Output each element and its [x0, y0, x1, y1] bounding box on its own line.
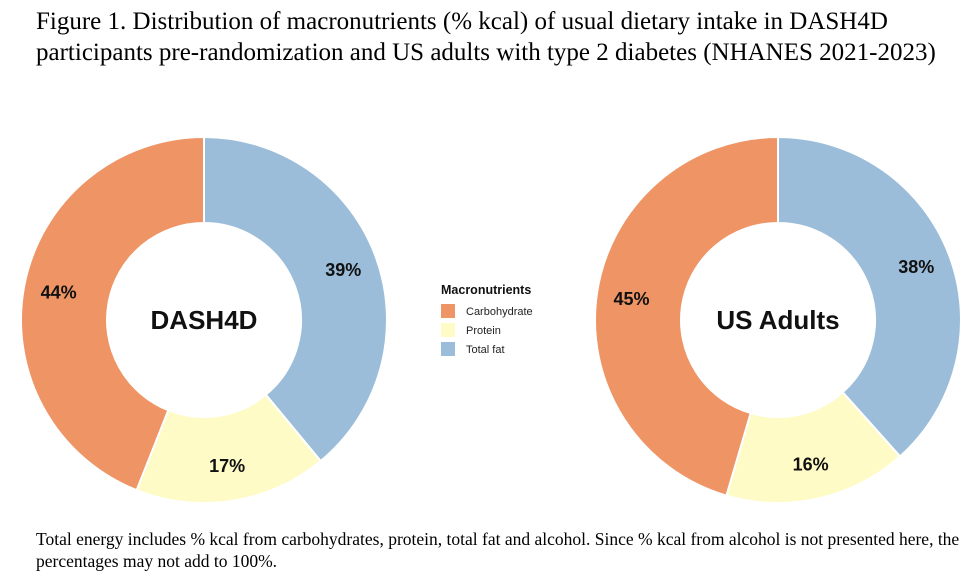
slice-carbohydrate — [594, 135, 779, 497]
donut-chart-dash4d: 39% 17% 44% DASH4D — [20, 135, 388, 504]
donut-charts: 39% 17% 44% DASH4D 38% 16% 45% US Adults Macro… — [20, 135, 962, 504]
legend-swatch-carbohydrate — [441, 304, 455, 318]
donut-center-label: DASH4D — [151, 305, 258, 335]
donut-center-label: US Adults — [716, 305, 839, 335]
slice-protein — [135, 393, 323, 504]
slice-label-protein: 16% — [793, 454, 829, 474]
slice-total-fat — [777, 135, 962, 458]
legend: Macronutrients Carbohydrate Protein Tota… — [441, 283, 533, 356]
slice-total-fat — [203, 135, 388, 463]
slice-label-carbohydrate: 44% — [41, 282, 77, 302]
slice-label-total-fat: 38% — [898, 257, 934, 277]
legend-label-carbohydrate: Carbohydrate — [466, 306, 533, 318]
slice-label-protein: 17% — [209, 456, 245, 476]
figure-title: Figure 1. Distribution of macronutrients… — [36, 8, 936, 66]
slice-carbohydrate — [20, 135, 205, 492]
legend-swatch-total-fat — [441, 342, 455, 356]
legend-label-protein: Protein — [466, 325, 501, 337]
legend-title: Macronutrients — [441, 283, 531, 297]
slice-label-carbohydrate: 45% — [613, 289, 649, 309]
slice-label-total-fat: 39% — [325, 260, 361, 280]
footnote: Total energy includes % kcal from carboh… — [36, 529, 960, 571]
donut-chart-us-adults: 38% 16% 45% US Adults — [594, 135, 962, 504]
legend-label-total-fat: Total fat — [466, 344, 505, 356]
legend-swatch-protein — [441, 323, 455, 337]
